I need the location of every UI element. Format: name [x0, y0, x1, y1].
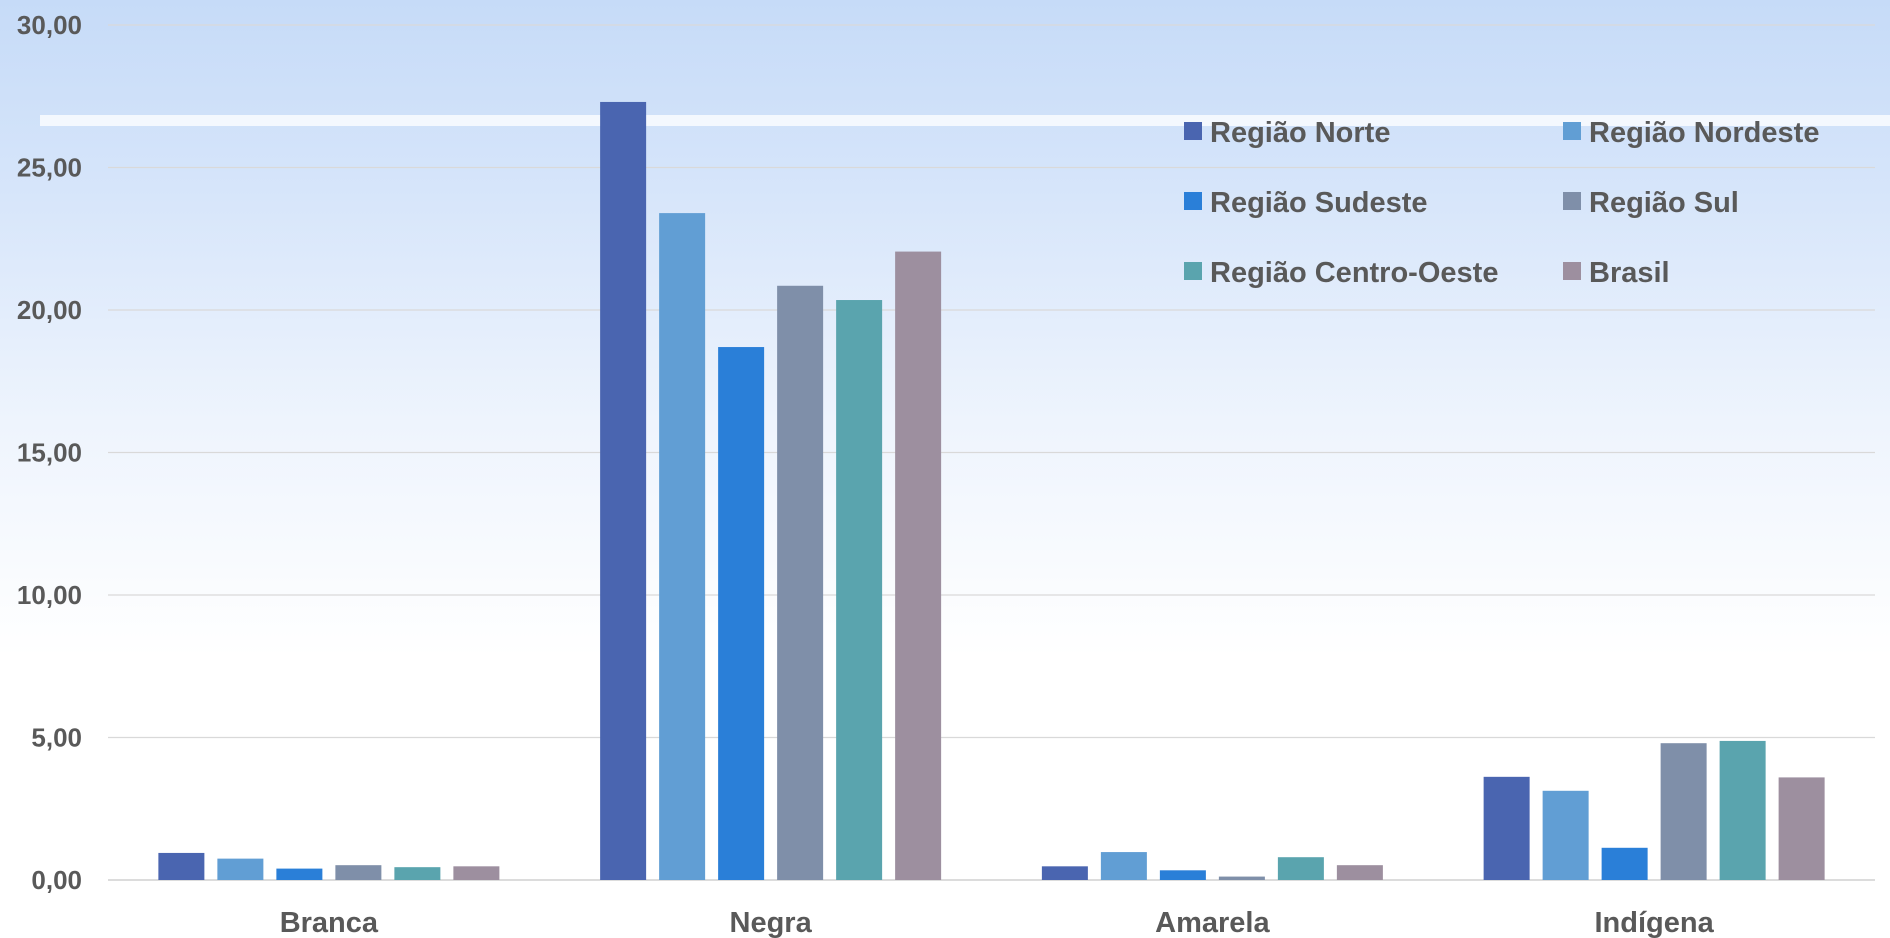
y-tick-label: 20,00 [17, 295, 82, 325]
legend-swatch [1184, 122, 1202, 140]
legend-label: Região Centro-Oeste [1210, 257, 1498, 289]
y-tick-label: 25,00 [17, 153, 82, 183]
legend: Região Norte Região Nordeste Região Sudest… [1184, 117, 1819, 289]
bar [1336, 865, 1383, 880]
x-category-label: Negra [730, 907, 813, 938]
bar [1277, 857, 1324, 880]
bar [217, 858, 264, 880]
gridlines [108, 24, 1875, 739]
legend-label: Região Norte [1210, 117, 1390, 149]
y-tick-label: 10,00 [17, 580, 82, 610]
bar [1542, 790, 1589, 880]
legend-swatch [1563, 262, 1581, 280]
legend-label: Brasil [1589, 257, 1670, 289]
bar [1601, 847, 1648, 880]
bar [1159, 870, 1206, 880]
bar [394, 867, 441, 880]
legend-swatch [1184, 262, 1202, 280]
legend-label: Região Nordeste [1589, 117, 1819, 149]
y-axis-tick-labels: 0,00 5,00 10,00 15,00 20,00 25,00 30,00 [17, 10, 82, 895]
x-category-label: Amarela [1155, 907, 1270, 938]
bars [158, 101, 1825, 881]
legend-label: Região Sudeste [1210, 187, 1428, 219]
bar [777, 285, 824, 880]
legend-swatch [1184, 192, 1202, 210]
bar [1100, 852, 1147, 880]
bar [1483, 776, 1530, 880]
y-tick-label: 0,00 [31, 865, 82, 895]
bar [659, 213, 706, 881]
bar [1218, 876, 1265, 880]
bar [1778, 777, 1825, 880]
highlight-band [40, 115, 1890, 126]
bar [453, 866, 500, 880]
y-tick-label: 15,00 [17, 438, 82, 468]
x-category-label: Indígena [1595, 907, 1715, 938]
bar [1041, 866, 1088, 880]
y-tick-label: 5,00 [31, 723, 82, 753]
legend-swatch [1563, 122, 1581, 140]
bar [335, 865, 382, 880]
legend-label: Região Sul [1589, 187, 1739, 219]
legend-swatch [1563, 192, 1581, 210]
bar [718, 347, 765, 880]
bar [895, 251, 942, 880]
bar [1660, 743, 1707, 880]
y-tick-label: 30,00 [17, 10, 82, 40]
bar [158, 852, 205, 880]
x-axis-category-labels: Branca Negra Amarela Indígena [280, 907, 1715, 938]
bar [1719, 740, 1766, 880]
bar [836, 300, 883, 880]
x-category-label: Branca [280, 907, 379, 938]
bar [276, 868, 323, 880]
bar [600, 101, 647, 880]
